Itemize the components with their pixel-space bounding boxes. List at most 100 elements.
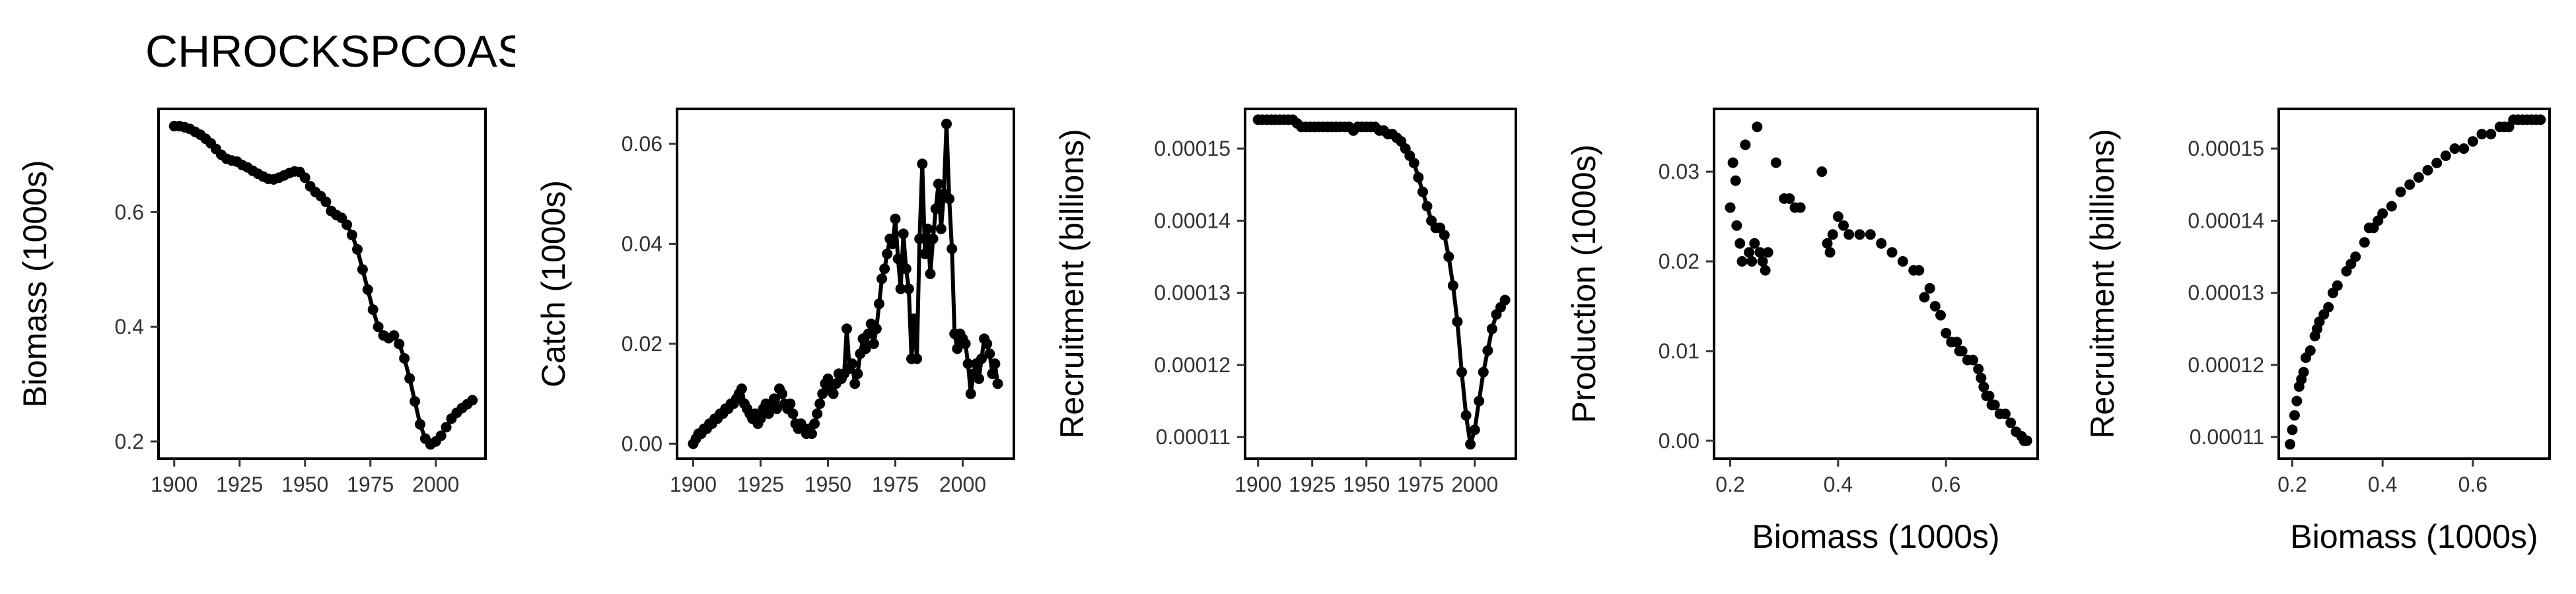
plot-frame (1713, 108, 2039, 460)
data-point (2535, 114, 2546, 125)
data-point (352, 244, 363, 255)
data-point (960, 338, 971, 349)
data-point (1482, 345, 1493, 356)
data-point (879, 263, 890, 275)
data-point (900, 263, 912, 275)
y-tick-label: 0.00015 (2188, 137, 2264, 160)
x-tick-label: 0.4 (1824, 473, 1853, 496)
y-axis-label: Recruitment (billions) (2084, 129, 2121, 439)
x-tick-label: 1900 (1234, 473, 1281, 496)
data-point (841, 323, 852, 335)
data-point (1417, 186, 1428, 197)
data-point (852, 368, 863, 380)
data-point (882, 248, 893, 259)
data-point (1770, 157, 1781, 168)
x-tick-label: 2000 (412, 473, 459, 496)
data-point (1456, 366, 1467, 378)
data-point (2395, 186, 2406, 197)
data-point (435, 430, 447, 442)
data-point (1886, 247, 1898, 258)
data-point (992, 378, 1003, 389)
data-point (1439, 230, 1450, 241)
data-point (1827, 229, 1838, 240)
y-tick-label: 0.00014 (1154, 209, 1231, 232)
data-point (847, 358, 858, 370)
data-point (1727, 157, 1738, 168)
data-point (1951, 337, 1962, 348)
data-point (2298, 366, 2309, 378)
data-point (1843, 229, 1855, 240)
data-point (787, 408, 799, 419)
data-point (2386, 201, 2397, 212)
data-point (2287, 424, 2298, 436)
plot-frame (676, 108, 1015, 460)
y-tick-label: 0.6 (115, 200, 144, 224)
plot-frame (2277, 108, 2551, 460)
panel-catch-time: 1900 1925 1950 1975 2000 0.00 0.02 0.04 0.06 Catc… (535, 108, 1015, 496)
data-point (1421, 201, 1433, 212)
data-point (984, 348, 995, 359)
y-tick-label: 0.00012 (1154, 353, 1231, 377)
x-tick-label: 0.2 (2277, 473, 2307, 496)
data-point (1976, 372, 1987, 383)
data-point (2458, 143, 2470, 154)
x-tick-label: 1925 (1289, 473, 1336, 496)
data-point (467, 395, 478, 406)
data-point (863, 328, 874, 339)
data-point (1956, 345, 1968, 356)
plot-frame (157, 108, 487, 460)
data-point (822, 373, 834, 384)
data-point (2467, 136, 2478, 147)
data-point (299, 172, 310, 183)
data-point (965, 388, 976, 399)
data-point (1760, 265, 1771, 276)
x-tick-label: 1950 (1343, 473, 1390, 496)
x-tick-label: 1900 (151, 473, 197, 496)
data-point (367, 304, 378, 315)
data-point (933, 178, 944, 189)
x-tick-label: 1950 (805, 473, 851, 496)
data-point (1413, 172, 1424, 183)
data-point (941, 118, 952, 129)
x-axis-label: Biomass (1000s) (2290, 518, 2538, 555)
data-point (1984, 390, 1995, 401)
data-point (1838, 220, 1849, 231)
data-point (2359, 237, 2370, 248)
data-point (1784, 193, 1795, 204)
y-tick-label: 0.02 (622, 332, 662, 356)
y-tick-label: 0.03 (1659, 160, 1699, 183)
y-tick-label: 0.00013 (2188, 281, 2264, 305)
data-point (1730, 175, 1741, 186)
data-point (785, 398, 796, 409)
data-point (2377, 208, 2388, 219)
data-point (1919, 292, 1930, 303)
x-tick-label: 0.4 (2368, 473, 2397, 496)
data-point (1749, 238, 1760, 249)
y-tick-label: 0.2 (115, 430, 144, 453)
data-point (809, 418, 820, 429)
data-point (1865, 229, 1876, 240)
data-point (917, 158, 928, 170)
data-point (2476, 129, 2487, 140)
data-point (2021, 435, 2032, 446)
x-tick-label: 0.6 (1931, 473, 1960, 496)
y-tick-label: 0.01 (1659, 339, 1699, 363)
data-point (2422, 164, 2433, 176)
data-point (1744, 247, 1755, 258)
x-tick-label: 1925 (737, 473, 784, 496)
data-point (320, 196, 332, 207)
y-tick-label: 0.00014 (2188, 209, 2264, 232)
y-tick-label: 0.00 (622, 432, 662, 455)
y-tick-label: 0.02 (1659, 249, 1699, 273)
data-point (2285, 439, 2296, 450)
data-point (2449, 143, 2460, 154)
data-point (898, 228, 909, 240)
data-point (410, 396, 421, 407)
data-point (755, 413, 766, 424)
series-line (1258, 117, 1507, 447)
data-point (394, 339, 405, 350)
data-point (887, 238, 898, 249)
data-point (1762, 247, 1773, 258)
data-point (415, 418, 425, 430)
